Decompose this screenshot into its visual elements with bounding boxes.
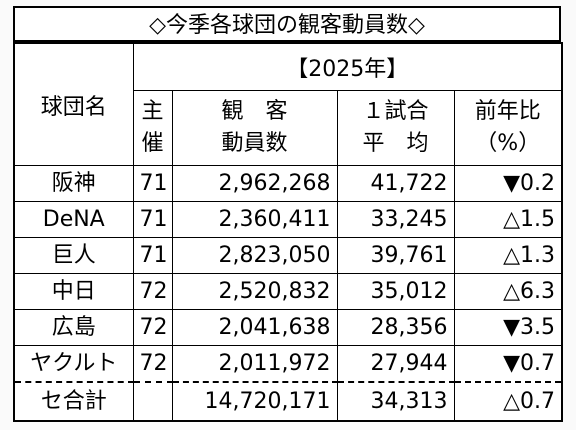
cell-average: 27,944	[336, 345, 455, 383]
cell-games: 71	[132, 237, 173, 274]
cell-ratio: ▼0.7	[453, 345, 563, 383]
cell-attendance: 2,823,050	[171, 237, 338, 274]
header-ratio-line2: （%）	[475, 131, 541, 156]
cell-ratio: △1.3	[453, 237, 563, 274]
cell-average: 39,761	[336, 237, 455, 274]
cell-team: 広島	[13, 309, 134, 346]
total-team: セ合計	[13, 381, 134, 422]
table-row: ヤクルト 72 2,011,972 27,944 ▼0.7	[13, 345, 563, 383]
cell-ratio: ▼3.5	[453, 309, 563, 346]
header-team: 球団名	[13, 42, 134, 166]
header-attendance-line2: 動員数	[221, 131, 288, 156]
cell-average: 33,245	[336, 201, 455, 238]
cell-games: 71	[132, 165, 173, 202]
table-row: DeNA 71 2,360,411 33,245 △1.5	[13, 201, 563, 238]
attendance-table: 球団名 【2025年】 主 催 観 客 動員数 １試合 平 均 前年比 （%） …	[13, 42, 563, 422]
header-year: 【2025年】	[132, 42, 563, 91]
cell-attendance: 2,041,638	[171, 309, 338, 346]
cell-average: 28,356	[336, 309, 455, 346]
total-attendance: 14,720,171	[171, 381, 338, 422]
cell-average: 41,722	[336, 165, 455, 202]
cell-attendance: 2,360,411	[171, 201, 338, 238]
cell-games: 72	[132, 309, 173, 346]
table-title: ◇今季各球団の観客動員数◇	[13, 6, 561, 42]
header-attendance-line1: 観 客	[221, 99, 288, 124]
table-row: 阪神 71 2,962,268 41,722 ▼0.2	[13, 165, 563, 202]
cell-team: DeNA	[13, 201, 134, 238]
cell-ratio: △6.3	[453, 273, 563, 310]
cell-games: 71	[132, 201, 173, 238]
header-games: 主 催	[132, 90, 173, 166]
table-row: 広島 72 2,041,638 28,356 ▼3.5	[13, 309, 563, 346]
cell-team: ヤクルト	[13, 345, 134, 383]
header-games-line1: 主	[141, 99, 164, 124]
total-games	[132, 381, 173, 422]
cell-attendance: 2,011,972	[171, 345, 338, 383]
total-row: セ合計 14,720,171 34,313 △0.7	[13, 381, 563, 422]
header-ratio: 前年比 （%）	[453, 90, 563, 166]
header-average-line1: １試合	[362, 99, 429, 124]
table-row: 巨人 71 2,823,050 39,761 △1.3	[13, 237, 563, 274]
header-ratio-line1: 前年比	[474, 99, 541, 124]
table-row: 中日 72 2,520,832 35,012 △6.3	[13, 273, 563, 310]
header-average-line2: 平 均	[362, 131, 429, 156]
cell-attendance: 2,962,268	[171, 165, 338, 202]
cell-ratio: △1.5	[453, 201, 563, 238]
cell-team: 中日	[13, 273, 134, 310]
cell-games: 72	[132, 273, 173, 310]
header-games-line2: 催	[141, 131, 164, 156]
header-attendance: 観 客 動員数	[171, 90, 338, 166]
cell-games: 72	[132, 345, 173, 383]
cell-team: 阪神	[13, 165, 134, 202]
header-average: １試合 平 均	[336, 90, 455, 166]
cell-attendance: 2,520,832	[171, 273, 338, 310]
total-ratio: △0.7	[453, 381, 563, 422]
cell-ratio: ▼0.2	[453, 165, 563, 202]
cell-team: 巨人	[13, 237, 134, 274]
cell-average: 35,012	[336, 273, 455, 310]
total-average: 34,313	[336, 381, 455, 422]
